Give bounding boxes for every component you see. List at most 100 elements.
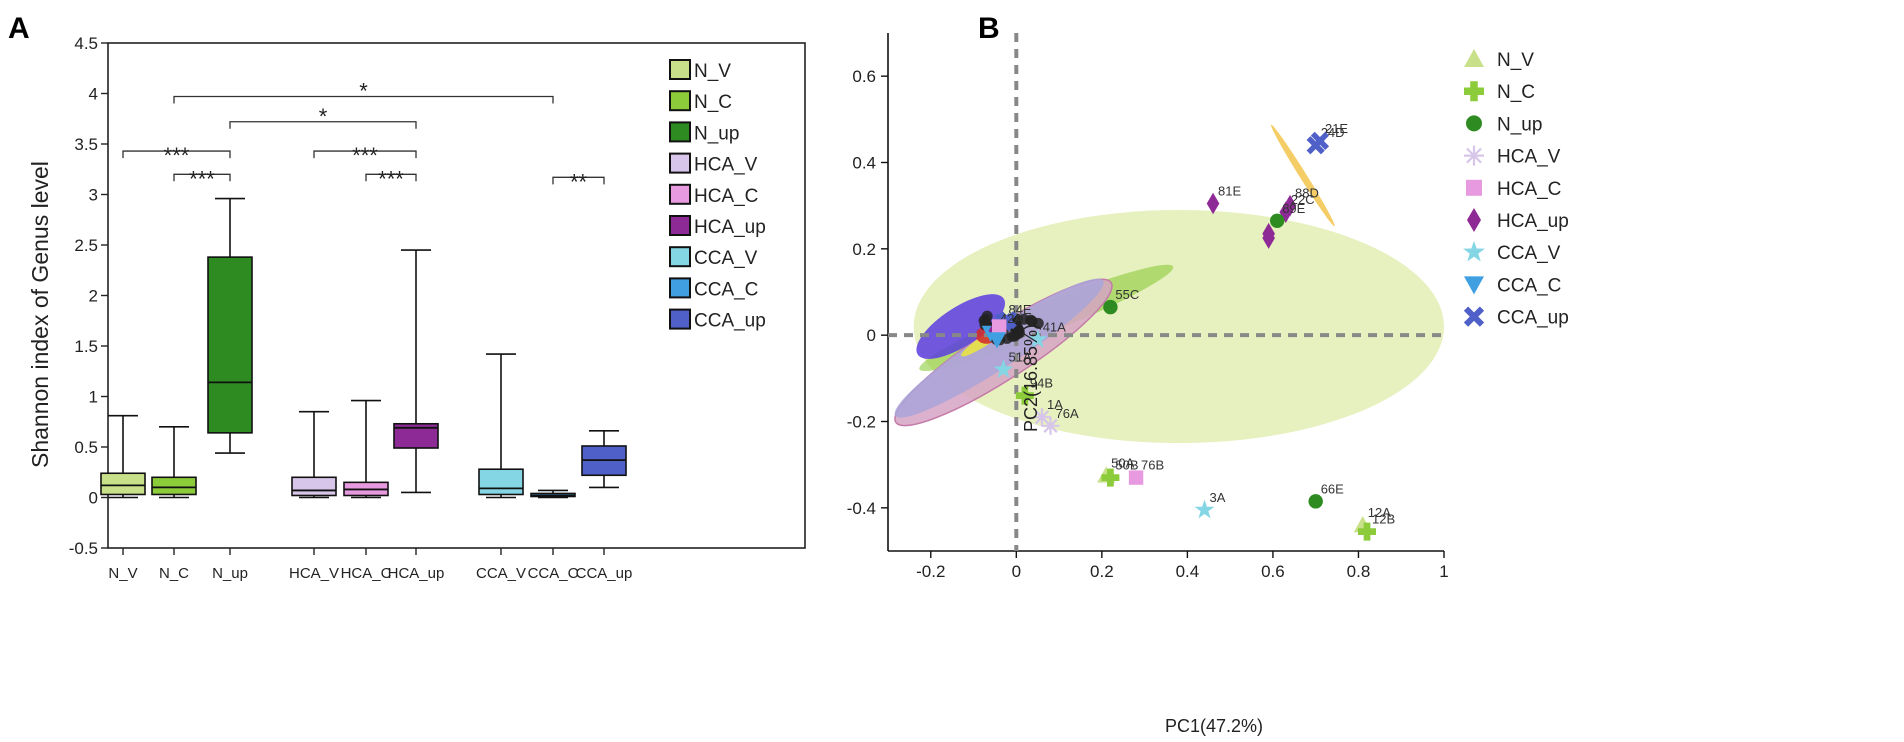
significance-label: *: [359, 79, 368, 104]
box-y-axis-label: Shannon index of Genus level: [27, 161, 53, 468]
x-tick-label: 0.6: [1261, 562, 1285, 581]
box-N_up: [207, 256, 253, 434]
y-tick-label: 4.5: [74, 34, 98, 53]
y-tick-label: 0.6: [852, 67, 876, 86]
legend-label: N_C: [1497, 82, 1535, 103]
legend-swatch-N_C: [669, 90, 691, 112]
legend-marker-CCA_C: [1464, 276, 1484, 295]
legend-label: HCA_C: [694, 186, 758, 207]
y-tick-label: 4: [89, 85, 98, 104]
cluster-point: [1006, 330, 1018, 342]
point-N_C: [1358, 522, 1377, 541]
x-tick-label: HCA_up: [388, 565, 445, 582]
point-label: 21E: [1325, 121, 1348, 136]
legend-label: HCA_up: [694, 217, 766, 238]
point-label: 50B: [1115, 458, 1138, 473]
significance-label: **: [570, 169, 588, 194]
point-HCA_C: [1128, 470, 1144, 485]
significance-bracket: [122, 150, 231, 159]
point-label: 1A: [1047, 397, 1063, 412]
significance-label: *: [319, 104, 328, 129]
y-tick-label: -0.5: [69, 539, 98, 558]
y-tick-label: 2: [89, 287, 98, 306]
y-tick-label: 3.5: [74, 135, 98, 154]
legend-marker-HCA_V: [1464, 145, 1484, 166]
x-tick-label: N_up: [212, 565, 248, 582]
legend-label: HCA_C: [1497, 179, 1561, 200]
ellipse-N_V: [913, 209, 1444, 444]
y-tick-label: -0.4: [847, 499, 876, 518]
legend-label: CCA_C: [694, 279, 758, 300]
point-HCA_up: [1262, 222, 1275, 245]
legend-swatch-HCA_V: [669, 152, 691, 174]
y-tick-label: 0.4: [852, 154, 876, 173]
x-tick-label: 0.8: [1347, 562, 1371, 581]
legend-label: N_up: [694, 123, 739, 144]
x-tick-label: -0.2: [916, 562, 945, 581]
cluster-point: [980, 314, 992, 326]
legend-label: CCA_up: [694, 311, 766, 332]
legend-swatch-HCA_C: [669, 183, 691, 205]
box-legend: N_V N_C N_up HCA_V HCA_C HCA_up CCA_V CCA_C CCA_…: [669, 59, 766, 332]
legend-marker-N_C: [1464, 81, 1484, 102]
legend-marker-CCA_V: [1463, 240, 1485, 262]
y-tick-label: 0: [89, 489, 98, 508]
point-N_C: [1015, 386, 1034, 405]
y-tick-label: -0.2: [847, 413, 876, 432]
point-label: 12B: [1372, 512, 1395, 527]
significance-bracket: [173, 95, 554, 104]
legend-swatch-N_up: [669, 121, 691, 143]
x-tick-label: HCA_C: [341, 565, 392, 582]
point-label: 12A: [1368, 505, 1391, 520]
box-N_C: [151, 476, 197, 496]
panel-label-a: A: [8, 12, 30, 45]
x-tick-label: HCA_V: [289, 565, 339, 582]
legend-label: N_up: [1497, 114, 1542, 135]
x-tick-label: N_C: [159, 565, 189, 582]
pca-ellipses: [894, 124, 1444, 444]
point-label: 66E: [1321, 481, 1344, 496]
ellipse-CCA_C: [916, 294, 1006, 359]
point-label: 76B: [1141, 458, 1164, 473]
legend-label: N_V: [1497, 50, 1534, 71]
legend-swatch-HCA_up: [669, 215, 691, 236]
point-label: 3A: [1209, 490, 1225, 505]
legend-marker-N_up: [1466, 115, 1482, 132]
y-tick-label: 1: [89, 388, 98, 407]
box-CCA_V: [478, 468, 524, 496]
point-HCA_V: [1032, 408, 1051, 427]
x-tick-label: N_V: [108, 565, 137, 582]
legend-label: N_V: [694, 61, 731, 82]
point-label: 22C: [1291, 192, 1315, 207]
y-tick-label: 3: [89, 186, 98, 205]
point-label: 88D: [1295, 186, 1319, 201]
point-label: 51A: [1008, 350, 1031, 365]
y-tick-label: 0.5: [74, 438, 98, 457]
significance-label: ***: [378, 166, 404, 191]
legend-swatch-CCA_V: [669, 246, 691, 268]
x-tick-label: CCA_V: [476, 565, 526, 582]
ellipse-HCA_up: [894, 278, 1104, 418]
pca-plot: -0.2 0 0.2 0.4 0.6 0.8 1 -0.4 -0.2 0 0.2 0.4 0.6 55C…: [847, 33, 1449, 736]
x-tick-label: 0.2: [1090, 562, 1114, 581]
legend-label: CCA_V: [694, 248, 758, 269]
pca-legend: N_V N_C N_up HCA_V HCA_C HCA_up CCA_V CCA_C CCA_…: [1463, 49, 1569, 329]
box-plot-axes: -0.500.511.522.533.544.5N_V N_C N_up HCA_V H…: [69, 34, 806, 582]
x-tick-label: CCA_up: [576, 565, 633, 582]
legend-label: HCA_up: [1497, 211, 1569, 232]
pca-y-axis-label: PC2(16.85%): [1021, 324, 1041, 432]
pca-x-axis-label: PC1(47.2%): [1165, 716, 1263, 736]
point-label: 55C: [1115, 287, 1139, 302]
cluster-point: [1026, 315, 1038, 327]
point-CCA_V: [993, 359, 1014, 379]
x-tick-label: CCA_C: [528, 565, 579, 582]
point-HCA_V: [1041, 416, 1060, 435]
legend-marker-HCA_up: [1467, 208, 1481, 232]
legend-label: HCA_V: [694, 155, 758, 176]
pca-points: 55C81E24D21E88D22C89E41A51A94B1A76A50A50…: [978, 121, 1395, 541]
box-plot-marks: [100, 197, 627, 499]
significance-bracket: [365, 173, 417, 182]
legend-label: CCA_V: [1497, 243, 1561, 264]
legend-label: HCA_V: [1497, 147, 1561, 168]
